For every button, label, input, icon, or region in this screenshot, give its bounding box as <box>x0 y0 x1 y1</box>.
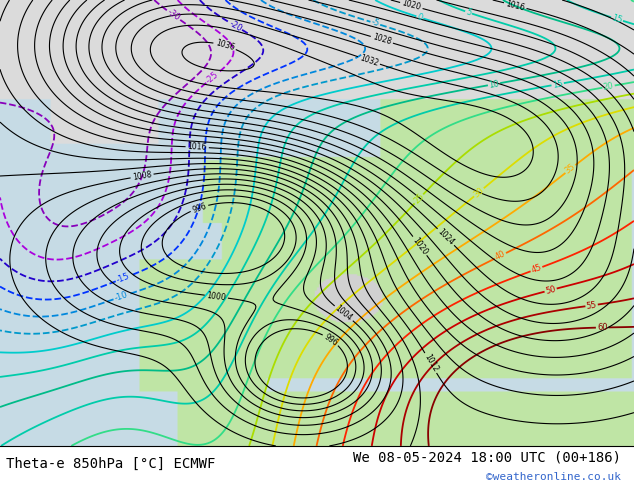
Text: -15: -15 <box>115 272 131 285</box>
Text: 30: 30 <box>472 185 486 199</box>
Text: 1024: 1024 <box>436 227 456 247</box>
Text: 1036: 1036 <box>214 39 235 52</box>
Text: 50: 50 <box>545 284 557 296</box>
Text: 0: 0 <box>416 12 424 23</box>
Text: 15: 15 <box>552 79 564 90</box>
Text: 1000: 1000 <box>206 291 226 302</box>
Text: 15: 15 <box>611 13 623 25</box>
Text: 996: 996 <box>191 201 208 215</box>
Text: -25: -25 <box>204 70 220 86</box>
Text: 25: 25 <box>412 192 426 206</box>
Text: ©weatheronline.co.uk: ©weatheronline.co.uk <box>486 472 621 482</box>
Text: 1016: 1016 <box>188 142 207 152</box>
Text: -30: -30 <box>165 8 182 23</box>
Text: 996: 996 <box>322 332 339 347</box>
Text: 45: 45 <box>530 263 543 275</box>
Text: 1004: 1004 <box>333 304 354 323</box>
Text: 1032: 1032 <box>358 53 380 68</box>
Text: 20: 20 <box>602 81 614 92</box>
Text: 10: 10 <box>488 79 500 90</box>
Text: 35: 35 <box>564 162 578 176</box>
Text: 1020: 1020 <box>401 0 422 12</box>
Text: 1008: 1008 <box>132 170 152 182</box>
Text: 1028: 1028 <box>372 33 392 47</box>
Text: -20: -20 <box>227 19 243 33</box>
Text: 1016: 1016 <box>505 0 526 12</box>
Text: 40: 40 <box>494 249 507 262</box>
Text: -10: -10 <box>113 291 129 303</box>
Text: 1012: 1012 <box>422 352 439 373</box>
Text: 5: 5 <box>465 7 472 18</box>
Text: 55: 55 <box>586 300 597 311</box>
Text: -5: -5 <box>370 18 380 29</box>
Text: Theta-e 850hPa [°C] ECMWF: Theta-e 850hPa [°C] ECMWF <box>6 457 216 470</box>
Text: 60: 60 <box>597 323 607 332</box>
Text: We 08-05-2024 18:00 UTC (00+186): We 08-05-2024 18:00 UTC (00+186) <box>353 451 621 465</box>
Text: 1020: 1020 <box>411 236 429 256</box>
